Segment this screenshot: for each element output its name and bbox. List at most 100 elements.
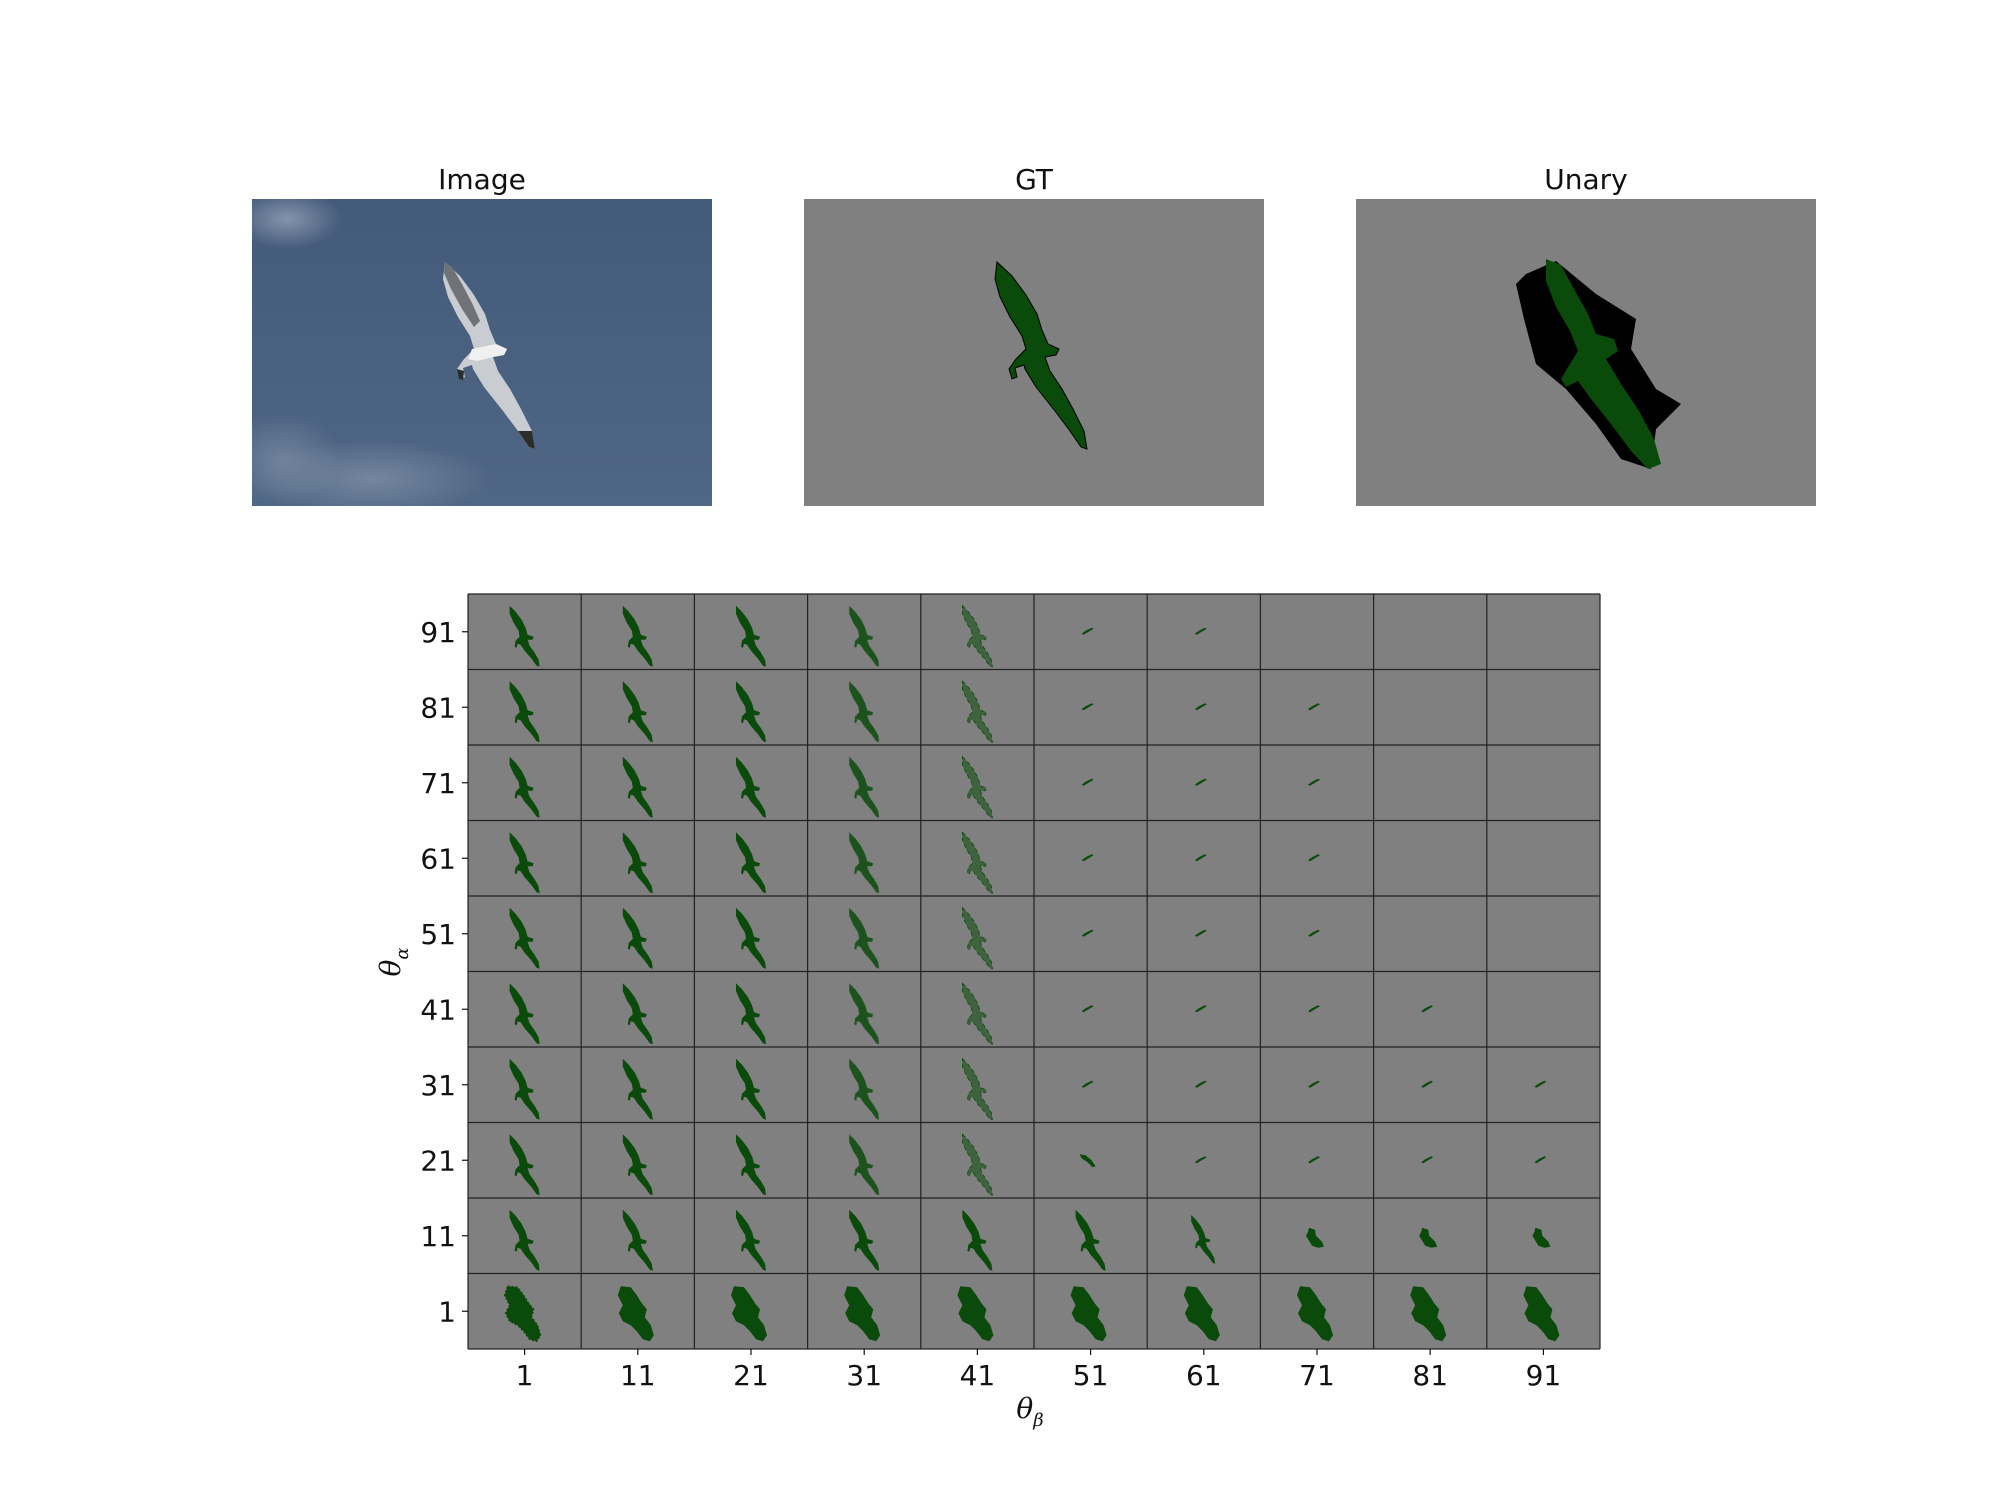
grid-cell [1486,745,1600,821]
grid-cell [468,820,582,896]
segmentation-bird-shape [509,1209,540,1271]
x-axis-ticks: 1 11 21 31 41 51 61 71 81 91 [516,1349,1561,1392]
grid-cell [807,820,921,896]
grid-cell-background [1486,820,1600,896]
y-tick-label: 21 [420,1144,456,1177]
grid-cell-background [1147,745,1261,821]
segmentation-blob-shape [1183,1286,1220,1342]
grid-cell-background [1260,745,1374,821]
grid-cell [468,594,582,670]
grid-cell [1373,1198,1487,1274]
segmentation-sliver [1194,1156,1207,1164]
grid-cell-background [1260,971,1374,1047]
segmentation-sliver [1194,703,1207,711]
grid-cell-background [1486,1047,1600,1123]
grid-cell-background [1486,1122,1600,1198]
grid-cell [1147,669,1261,745]
grid-lines [467,593,1601,1350]
grid-cell [1373,745,1487,821]
segmentation-sliver [1081,627,1094,635]
grid-cell [1260,1198,1374,1274]
x-tick-label: 1 [516,1359,534,1392]
grid-cell-background [1373,971,1487,1047]
segmentation-sliver [1194,1080,1207,1088]
grid-cell [920,820,1034,896]
grid-cell [1147,1047,1261,1123]
grid-cell [468,745,582,821]
x-tick-label: 51 [1073,1359,1109,1392]
segmentation-sliver [1308,1005,1320,1013]
segmentation-sliver [1194,627,1207,635]
grid-cell [694,594,808,670]
grid-cell [581,971,695,1047]
grid-cell [581,1122,695,1198]
grid-cell [1260,820,1374,896]
segmentation-sliver [1081,1080,1094,1088]
segmentation-sliver [1081,854,1094,862]
segmentation-bird-shape [848,982,880,1045]
grid-cell [581,745,695,821]
segmentation-bird-shape [849,1209,880,1271]
grid-cell-background [1147,669,1261,745]
x-tick-label: 11 [620,1359,656,1392]
grid-cell [1147,971,1261,1047]
grid-cell [581,669,695,745]
grid-cell [807,745,921,821]
grid-cell [1373,1273,1487,1349]
segmentation-bird-shape [622,681,653,743]
grid-cell-background [1147,971,1261,1047]
grid-cell [581,1198,695,1274]
grid-cell [1373,971,1487,1047]
grid-cell [807,971,921,1047]
x-axis-label-main: θ [1016,1392,1033,1425]
segmentation-sliver [1081,703,1094,711]
y-tick-label: 91 [420,616,456,649]
grid-cell [468,896,582,972]
grid-cell-background [1373,669,1487,745]
grid-cell [1260,971,1374,1047]
segmentation-sliver [1308,1080,1320,1088]
grid-cell [1260,1273,1374,1349]
x-tick-label: 61 [1186,1359,1222,1392]
grid-cell-background [1373,820,1487,896]
segmentation-sliver [1081,778,1094,786]
grid-cell [468,1198,582,1274]
segmentation-sliver [1081,1005,1094,1013]
grid-cell [1373,669,1487,745]
image-panel-title: Image [438,163,526,196]
y-tick-label: 1 [438,1295,456,1328]
grid-cell-background [1147,594,1261,670]
grid-cell-background [1034,1047,1148,1123]
grid-cell [920,896,1034,972]
grid-cell-background [1260,669,1374,745]
y-tick-label: 81 [420,691,456,724]
grid-cell-background [1034,594,1148,670]
gt-panel-title: GT [1015,163,1053,196]
grid-cell [581,1273,695,1349]
grid-cell-background [1260,594,1374,670]
grid-cell [581,594,695,670]
grid-cell-background [1260,896,1374,972]
segmentation-sliver [1308,854,1320,862]
grid-cell [694,1047,808,1123]
segmentation-bird-shape [1191,1214,1216,1264]
segmentation-bird-shape [962,1057,993,1121]
grid-cell-background [1373,594,1487,670]
segmentation-bird-shape [736,681,766,743]
segmentation-bird-shape [622,1209,653,1271]
segmentation-sliver [1194,778,1207,786]
y-tick-label: 41 [420,993,456,1026]
segmentation-wing-fragment [1079,1154,1096,1168]
segmentation-blob-shape [617,1286,654,1342]
grid-cell [1260,1047,1374,1123]
grid-cell [1147,1273,1261,1349]
segmentation-bird-shape [622,756,653,818]
y-axis-label-main: θ [374,960,407,977]
grid-cell-background [1034,896,1148,972]
grid-cell-background [1034,820,1148,896]
segmentation-blob-shape [957,1286,994,1342]
segmentation-sliver [1308,778,1320,786]
segmentation-bird-shape [736,756,766,818]
grid-cell [1486,1198,1600,1274]
x-tick-label: 31 [846,1359,882,1392]
